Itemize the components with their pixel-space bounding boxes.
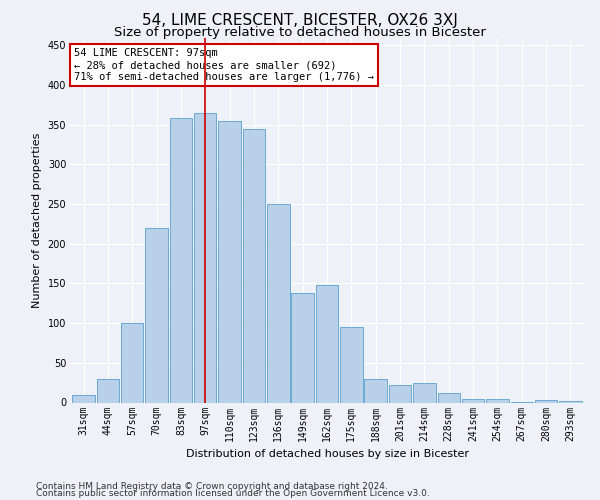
Bar (316, 285, 338, 403)
Bar (218, 121, 241, 402)
Bar (413, 382, 436, 402)
X-axis label: Distribution of detached houses by size in Bicester: Distribution of detached houses by size … (185, 449, 469, 459)
Bar (462, 398, 484, 402)
Bar (437, 393, 460, 402)
Bar (243, 128, 265, 402)
Text: Contains HM Land Registry data © Crown copyright and database right 2024.: Contains HM Land Registry data © Crown c… (36, 482, 388, 491)
Bar (292, 293, 314, 403)
Bar (194, 113, 217, 403)
Bar (267, 204, 290, 402)
Bar (364, 378, 387, 402)
Bar (121, 323, 143, 402)
Bar (73, 394, 95, 402)
Text: 54 LIME CRESCENT: 97sqm
← 28% of detached houses are smaller (692)
71% of semi-d: 54 LIME CRESCENT: 97sqm ← 28% of detache… (74, 48, 374, 82)
Bar (486, 398, 509, 402)
Text: 54, LIME CRESCENT, BICESTER, OX26 3XJ: 54, LIME CRESCENT, BICESTER, OX26 3XJ (142, 12, 458, 28)
Bar (145, 228, 168, 402)
Bar (170, 118, 192, 403)
Bar (535, 400, 557, 402)
Y-axis label: Number of detached properties: Number of detached properties (32, 132, 42, 308)
Bar (559, 401, 581, 402)
Bar (389, 385, 411, 402)
Text: Size of property relative to detached houses in Bicester: Size of property relative to detached ho… (114, 26, 486, 39)
Bar (340, 327, 362, 402)
Text: Contains public sector information licensed under the Open Government Licence v3: Contains public sector information licen… (36, 490, 430, 498)
Bar (97, 378, 119, 402)
